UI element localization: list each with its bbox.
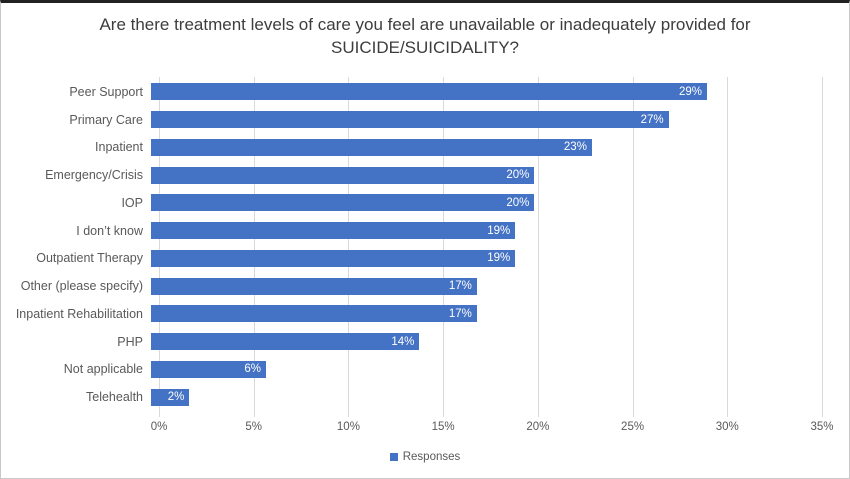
bar-row: Emergency/Crisis 20% <box>9 161 822 189</box>
bar: 27% <box>151 111 669 129</box>
bar-value-label: 2% <box>167 391 185 404</box>
category-label: IOP <box>121 195 143 210</box>
bar-track: 29% <box>151 78 822 106</box>
bar: 2% <box>151 388 190 406</box>
bar-track: 17% <box>151 272 822 300</box>
bar-row: Inpatient 23% <box>9 134 822 162</box>
bar-track: 19% <box>151 217 822 245</box>
category-label: Other (please specify) <box>20 279 143 294</box>
bar-row: Inpatient Rehabilitation 17% <box>9 300 822 328</box>
bar-track: 20% <box>151 161 822 189</box>
category-label: Telehealth <box>86 390 143 405</box>
gridline <box>443 77 445 417</box>
gridline <box>727 77 729 417</box>
bar-value-label: 20% <box>506 196 530 209</box>
gridline <box>253 77 255 417</box>
gridline <box>159 77 160 417</box>
legend-swatch-icon <box>389 453 398 461</box>
category-label: Not applicable <box>63 362 143 377</box>
x-tick-label: 30% <box>715 421 739 433</box>
x-tick-label: 10% <box>336 421 360 433</box>
bar-row: Other (please specify) 17% <box>9 272 822 300</box>
x-tick-label: 35% <box>810 421 834 433</box>
category-label: Primary Care <box>69 112 143 127</box>
bar: 19% <box>151 222 516 240</box>
bar: 23% <box>151 138 592 156</box>
bar-row: Primary Care 27% <box>9 106 822 134</box>
bar-value-label: 17% <box>448 307 472 320</box>
bar-track: 14% <box>151 328 822 356</box>
bar-value-label: 14% <box>391 335 415 348</box>
x-axis: 0% 5% 10% 15% 20% 25% 30% 35% <box>151 421 834 437</box>
bar-value-label: 17% <box>448 280 472 293</box>
bar: 6% <box>151 360 267 378</box>
category-label: Outpatient Therapy <box>36 251 143 266</box>
bar-row: Outpatient Therapy 19% <box>9 245 822 273</box>
bar: 17% <box>151 277 477 295</box>
category-label: I don’t know <box>76 223 143 238</box>
category-label: Emergency/Crisis <box>45 168 143 183</box>
bar: 20% <box>151 194 535 212</box>
bar-track: 6% <box>151 356 822 384</box>
bar-value-label: 6% <box>244 363 262 376</box>
category-label: PHP <box>117 334 143 349</box>
bar-row: PHP 14% <box>9 328 822 356</box>
bar-track: 19% <box>151 245 822 273</box>
x-tick-label: 0% <box>150 421 168 433</box>
bar-value-label: 27% <box>640 113 664 126</box>
bar-value-label: 23% <box>563 141 587 154</box>
bar-row: Peer Support 29% <box>9 78 822 106</box>
bar-row: I don’t know 19% <box>9 217 822 245</box>
bar-rows-container: Peer Support 29% Primary Care 27% Inpatient 2… <box>9 78 822 411</box>
x-tick-label: 25% <box>621 421 645 433</box>
bar-row: IOP 20% <box>9 189 822 217</box>
bar: 19% <box>151 249 516 267</box>
x-tick-label: 20% <box>526 421 550 433</box>
gridline <box>537 77 539 417</box>
bar-row: Telehealth 2% <box>9 383 822 411</box>
bar: 14% <box>151 333 420 351</box>
bar: 20% <box>151 166 535 184</box>
gridline <box>822 77 823 417</box>
x-tick-label: 5% <box>245 421 263 433</box>
bar: 29% <box>151 83 707 101</box>
bar-track: 20% <box>151 189 822 217</box>
category-label: Peer Support <box>69 84 143 99</box>
bar-value-label: 20% <box>506 169 530 182</box>
gridlines-layer <box>159 77 823 417</box>
bar: 17% <box>151 305 477 323</box>
category-label: Inpatient Rehabilitation <box>15 306 143 321</box>
bar-track: 27% <box>151 106 822 134</box>
legend: Responses <box>1 451 849 463</box>
gridline <box>632 77 634 417</box>
chart-title: Are there treatment levels of care you f… <box>99 15 751 57</box>
gridline <box>348 77 350 417</box>
bar-value-label: 19% <box>487 252 511 265</box>
bar-track: 23% <box>151 134 822 162</box>
bar-track: 17% <box>151 300 822 328</box>
bar-value-label: 19% <box>487 224 511 237</box>
legend-label: Responses <box>402 451 461 463</box>
bar-row: Not applicable 6% <box>9 356 822 384</box>
bar-track: 2% <box>151 383 822 411</box>
bar-value-label: 29% <box>678 85 702 98</box>
category-label: Inpatient <box>95 140 143 155</box>
x-tick-label: 15% <box>431 421 455 433</box>
